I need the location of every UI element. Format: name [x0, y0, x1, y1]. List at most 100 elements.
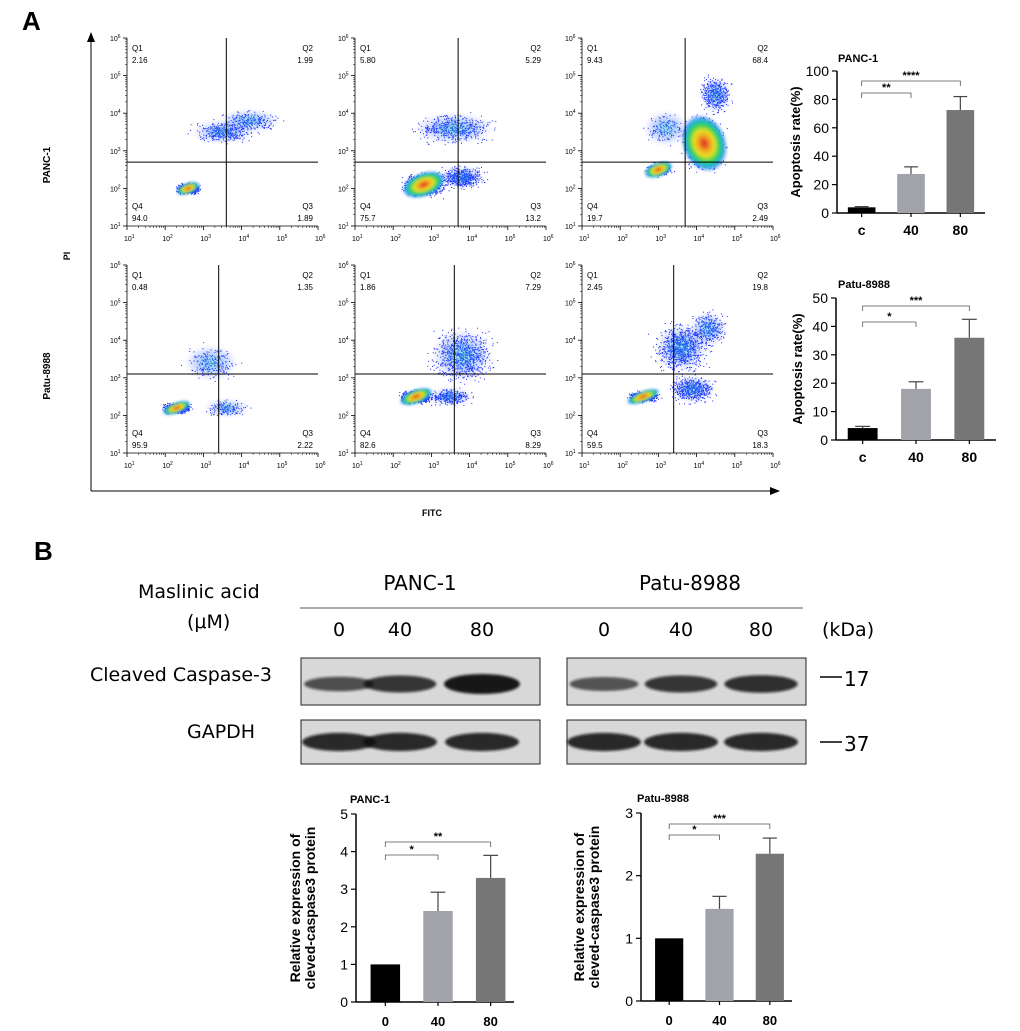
flow-dot — [178, 184, 180, 186]
flow-dot — [213, 119, 215, 121]
flow-dot — [494, 129, 496, 131]
flow-dot — [283, 120, 285, 122]
flow-dot — [409, 175, 411, 177]
flow-y-tick-label: 102 — [110, 184, 121, 193]
flow-dot — [420, 138, 422, 140]
flow-dot — [200, 188, 202, 190]
flow-y-tick-label: 103 — [110, 147, 121, 156]
flow-x-tick-exponent: 5 — [513, 234, 516, 240]
flow-x-tick-label: 102 — [162, 234, 173, 243]
flow-dot — [401, 189, 403, 191]
flow-x-tick-label: 105 — [732, 234, 743, 243]
quadrant-value-q1: 5.80 — [360, 56, 376, 65]
flow-y-tick-exponent: 4 — [346, 109, 349, 115]
flow-dot — [451, 186, 453, 188]
flow-x-tick-exponent: 4 — [701, 234, 704, 240]
flow-dot — [430, 197, 432, 199]
flow-dot — [197, 189, 199, 191]
flow-dot — [190, 129, 192, 131]
flow-x-tick-label: 106 — [315, 234, 326, 243]
flow-y-tick-exponent: 3 — [346, 147, 349, 153]
flow-dot — [193, 194, 195, 196]
flow-dot — [411, 174, 413, 176]
flow-dot — [481, 181, 483, 183]
flow-dot — [440, 191, 442, 193]
flow-dot — [428, 143, 430, 145]
flow-x-tick-exponent: 1 — [132, 234, 135, 240]
flow-dot — [714, 172, 716, 174]
flow-dot — [190, 124, 192, 126]
flow-dot — [444, 185, 446, 187]
flow-dot — [410, 176, 412, 178]
flow-dot — [411, 128, 413, 130]
flow-dot — [226, 143, 228, 145]
flow-dot — [459, 165, 461, 167]
quadrant-value-q2: 1.99 — [297, 56, 313, 65]
flow-y-tick-exponent: 4 — [118, 109, 121, 115]
flow-dot — [443, 188, 445, 190]
flow-dot — [484, 138, 486, 140]
flow-y-tick-exponent: 3 — [573, 147, 576, 153]
flow-dot — [408, 176, 410, 178]
flow-dot — [181, 183, 183, 185]
flow-dot — [494, 127, 496, 129]
flow-dot — [187, 133, 189, 135]
flow-x-tick-exponent: 1 — [360, 234, 363, 240]
flow-dot — [413, 131, 415, 133]
flow-dot — [197, 124, 199, 126]
flow-dot — [483, 182, 485, 184]
flow-x-tick-exponent: 1 — [587, 234, 590, 240]
flow-dot — [242, 141, 244, 143]
flow-dot — [441, 190, 443, 192]
flow-dot — [407, 178, 409, 180]
flow-plot: 101101102102103103104104105105106106Q19.… — [565, 34, 781, 243]
flow-x-tick-exponent: 3 — [208, 234, 211, 240]
flow-dot — [482, 138, 484, 140]
quadrant-value-q4: 75.7 — [360, 214, 376, 223]
flow-density-core — [402, 170, 446, 199]
flow-y-tick-label: 104 — [110, 109, 121, 118]
flow-y-tick-label: 104 — [338, 109, 349, 118]
flow-x-tick-label: 106 — [770, 234, 781, 243]
flow-dot — [438, 191, 440, 193]
flow-dot — [207, 141, 209, 143]
flow-x-tick-label: 104 — [467, 234, 478, 243]
flow-y-tick-exponent: 1 — [118, 222, 121, 228]
flow-dot — [460, 188, 462, 190]
flow-dot — [483, 180, 485, 182]
quadrant-name-q3: Q3 — [302, 202, 313, 211]
flow-dot — [690, 165, 692, 167]
flow-dot — [258, 133, 260, 135]
flow-y-tick-exponent: 4 — [573, 109, 576, 115]
flow-dot — [487, 179, 489, 181]
flow-plots: 101101102102103103104104105105106106Q12.… — [110, 34, 781, 470]
flow-dot — [197, 190, 199, 192]
flow-row-label-patu: Patu-8988 — [42, 352, 53, 400]
flow-y-tick-exponent: 5 — [573, 72, 576, 78]
flow-dot — [197, 192, 199, 194]
flow-y-tick-label: 104 — [565, 109, 576, 118]
flow-x-tick-label: 101 — [352, 234, 363, 243]
flow-x-tick-label: 101 — [579, 234, 590, 243]
flow-dot — [445, 184, 447, 186]
flow-dot — [724, 164, 726, 166]
flow-dot — [177, 187, 179, 189]
flow-dot — [178, 186, 180, 188]
quadrant-name-q4: Q4 — [132, 202, 143, 211]
flow-dot — [491, 139, 493, 141]
quadrant-name-q1: Q1 — [360, 44, 371, 53]
flow-dot — [447, 184, 449, 186]
flow-dot — [198, 190, 200, 192]
flow-x-tick-exponent: 2 — [398, 234, 401, 240]
flow-dot — [199, 189, 201, 191]
flow-y-tick-label: 106 — [338, 34, 349, 43]
flow-dot — [271, 128, 273, 130]
flow-x-tick-exponent: 5 — [740, 234, 743, 240]
flow-dot — [196, 191, 198, 193]
flow-dot — [463, 188, 465, 190]
flow-dot — [443, 198, 445, 200]
flow-dot — [414, 131, 416, 133]
flow-y-tick-exponent: 1 — [573, 222, 576, 228]
quadrant-name-q4: Q4 — [360, 202, 371, 211]
